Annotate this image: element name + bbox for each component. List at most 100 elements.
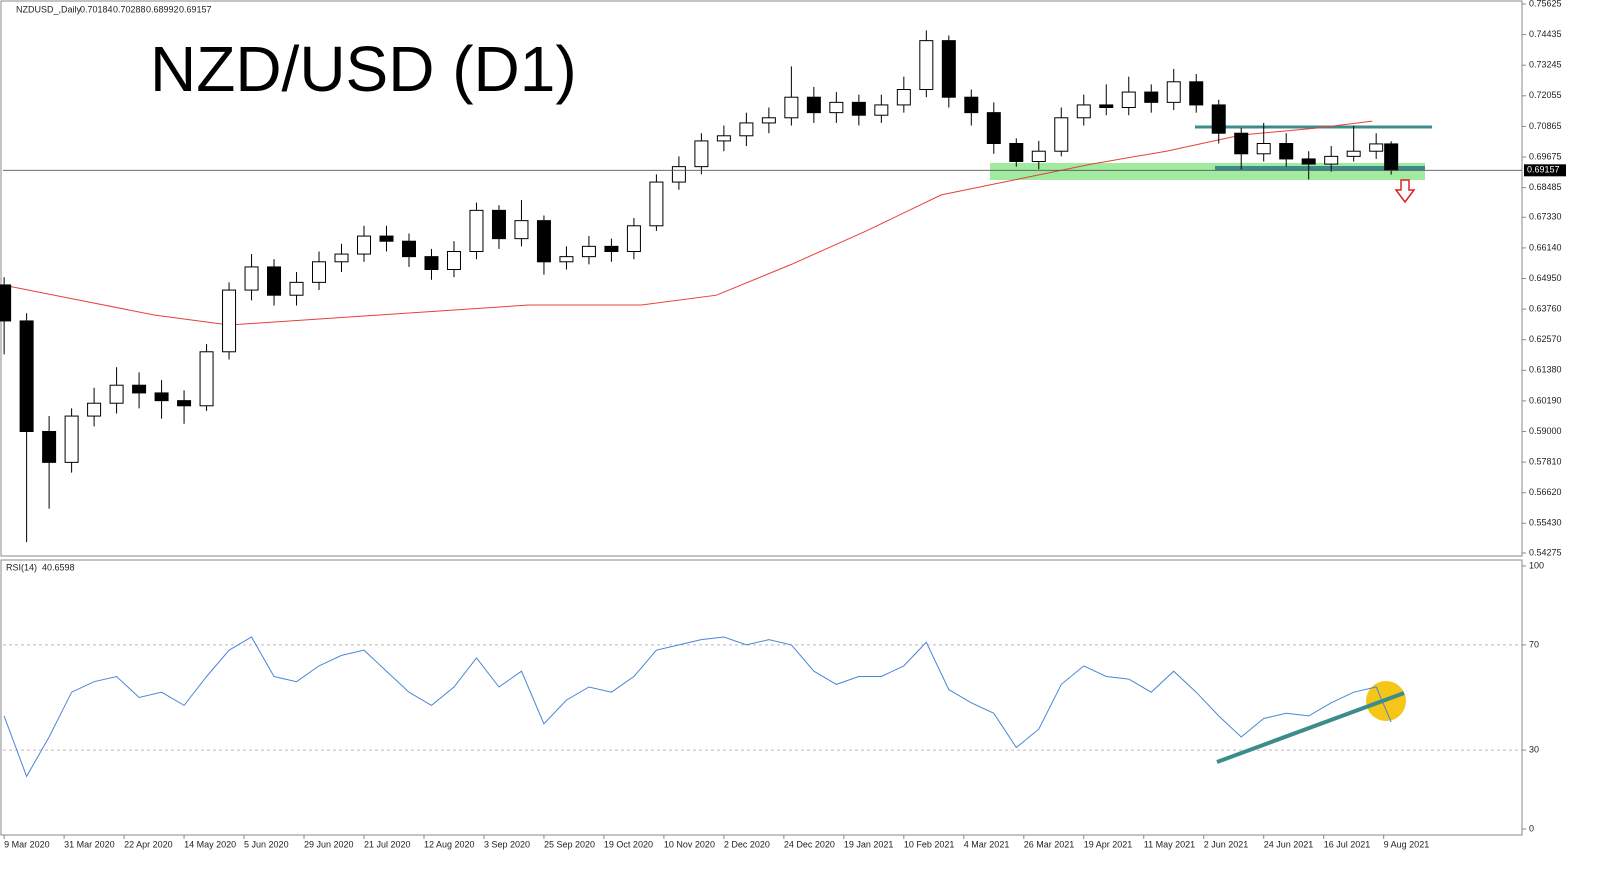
candle-body (896, 89, 911, 106)
candle-body (626, 225, 641, 253)
rsi-frame (0, 559, 1523, 836)
candle-body (1279, 143, 1294, 160)
candle-body (312, 261, 327, 283)
ohlc-high: 0.70288 (113, 4, 146, 14)
candle-body (0, 284, 12, 322)
x-tick-label: 4 Mar 2021 (964, 839, 1010, 849)
candle-body (177, 400, 192, 407)
candle-body (19, 320, 34, 432)
candle-body (1031, 150, 1046, 162)
candle-body (1346, 150, 1361, 157)
candle-body (64, 415, 79, 463)
candle-body (671, 166, 686, 183)
y-tick-label: 0.64950 (1529, 273, 1562, 283)
candle-body (154, 392, 169, 402)
candle-body (1234, 132, 1249, 155)
x-tick-label: 19 Jan 2021 (844, 839, 894, 849)
candle-body (446, 251, 461, 270)
x-tick-label: 2 Dec 2020 (724, 839, 770, 849)
candle-body (964, 96, 979, 114)
candle-body (244, 266, 259, 291)
x-tick-label: 3 Sep 2020 (484, 839, 530, 849)
y-tick-label: 0.62570 (1529, 334, 1562, 344)
x-tick-label: 22 Apr 2020 (124, 839, 173, 849)
candle-body (424, 256, 439, 270)
candle-body (1166, 81, 1181, 103)
y-tick-label: 0.63760 (1529, 303, 1562, 313)
candle-body (581, 245, 596, 258)
x-tick-label: 25 Sep 2020 (544, 839, 595, 849)
candle-body (87, 402, 102, 417)
candle-body (739, 122, 754, 137)
down-arrow (1394, 179, 1416, 204)
candle-body (379, 235, 394, 242)
chart-title: NZD/USD (D1) (150, 33, 577, 105)
candle-body (536, 220, 551, 263)
x-tick-label: 26 Mar 2021 (1024, 839, 1075, 849)
candle-body (716, 135, 731, 142)
x-tick-label: 31 Mar 2020 (64, 839, 115, 849)
x-tick-label: 10 Nov 2020 (664, 839, 715, 849)
rsi-line (3, 636, 1392, 778)
candle-body (1324, 155, 1339, 165)
candle-body (401, 240, 416, 258)
candle-body (829, 101, 844, 114)
y-tick-label: 0.59000 (1529, 426, 1562, 436)
y-tick-label: 0.60190 (1529, 395, 1562, 405)
candle-body (604, 245, 619, 253)
candle-body (334, 253, 349, 263)
candle-body (1301, 158, 1316, 165)
y-tick-label: 0.57810 (1529, 456, 1562, 466)
candle-body (199, 351, 214, 407)
candle-body (1054, 117, 1069, 152)
candle-body (1211, 104, 1226, 134)
x-tick-label: 2 Jun 2021 (1204, 839, 1249, 849)
candle-body (1256, 143, 1271, 155)
last-price-box (1524, 164, 1566, 177)
x-tick-label: 9 Aug 2021 (1384, 839, 1430, 849)
candle-body (1009, 143, 1024, 162)
candle-body (289, 281, 304, 296)
candle-body (1189, 81, 1204, 106)
candle-body (851, 101, 866, 116)
symbol-label: NZDUSD_,Daily (16, 4, 82, 14)
y-tick-label: 0.73245 (1529, 60, 1562, 70)
y-tick-label: 0.68485 (1529, 182, 1562, 192)
y-tick-label: 0.75625 (1529, 0, 1562, 8)
candle-body (874, 104, 889, 116)
candle-body (694, 140, 709, 168)
x-tick-label: 19 Oct 2020 (604, 839, 653, 849)
x-tick-label: 10 Feb 2021 (904, 839, 955, 849)
y-tick-label: 0.56620 (1529, 487, 1562, 497)
x-tick-label: 9 Mar 2020 (4, 839, 50, 849)
candle-body (649, 181, 664, 227)
candle-body (357, 235, 372, 255)
candle-body (1099, 104, 1114, 109)
x-tick-label: 11 May 2021 (1144, 839, 1195, 849)
candle-body (1369, 143, 1384, 152)
y-tick-label: 0.74435 (1529, 29, 1562, 39)
y-tick-label: 70 (1529, 639, 1539, 649)
candle-body (761, 117, 776, 124)
y-tick-label: 30 (1529, 744, 1539, 754)
candle-body (267, 266, 282, 296)
y-tick-label: 0.61380 (1529, 365, 1562, 375)
y-tick-label: 0 (1529, 823, 1534, 833)
candle-body (941, 40, 956, 98)
x-tick-label: 14 May 2020 (184, 839, 236, 849)
y-tick-label: 100 (1529, 560, 1544, 570)
y-tick-label: 0.70865 (1529, 121, 1562, 131)
y-tick-label: 0.69675 (1529, 151, 1562, 161)
candle-body (491, 209, 506, 240)
x-tick-label: 24 Jun 2021 (1264, 839, 1314, 849)
x-tick-label: 19 Apr 2021 (1084, 839, 1133, 849)
rsi-title: RSI(14) (6, 562, 37, 572)
candle-body (514, 220, 529, 240)
rsi-last-value: 40.6598 (42, 562, 75, 572)
x-tick-label: 21 Jul 2020 (364, 839, 411, 849)
y-tick-label: 0.55430 (1529, 518, 1562, 528)
x-tick-label: 29 Jun 2020 (304, 839, 354, 849)
y-tick-label: 0.67330 (1529, 212, 1562, 222)
candle-body (42, 431, 57, 463)
